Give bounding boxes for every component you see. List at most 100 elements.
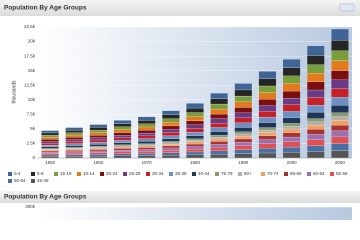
bar-segment bbox=[113, 120, 132, 124]
bar-segment bbox=[89, 147, 108, 149]
legend-label: 30-34 bbox=[152, 171, 164, 176]
legend-label: 75-79 bbox=[221, 171, 233, 176]
bar-segment bbox=[331, 143, 349, 151]
bar-segment bbox=[137, 153, 156, 156]
bar-segment bbox=[89, 137, 108, 141]
bar-segment bbox=[65, 143, 84, 146]
bar-segment bbox=[306, 125, 325, 130]
bar-segment bbox=[162, 144, 180, 147]
legend-swatch bbox=[31, 172, 35, 176]
bar-segment bbox=[162, 145, 180, 149]
bar-segment bbox=[306, 151, 325, 159]
bar-segment bbox=[258, 135, 277, 140]
bar-segment bbox=[162, 138, 180, 142]
bar-segment bbox=[113, 148, 132, 151]
panel-header bbox=[0, 191, 360, 203]
bar-segment bbox=[210, 154, 228, 159]
bar-segment bbox=[65, 150, 84, 152]
bar-segment bbox=[331, 60, 349, 71]
bar-segment bbox=[186, 116, 204, 122]
bar-segment bbox=[210, 150, 228, 155]
bar-segment bbox=[41, 139, 59, 142]
bar-segment bbox=[210, 135, 228, 138]
bar-segment bbox=[137, 151, 156, 154]
panel-header bbox=[0, 0, 360, 16]
bar-segment bbox=[306, 121, 325, 126]
bar-segment bbox=[234, 95, 253, 102]
legend-label: 10-14 bbox=[83, 171, 95, 176]
bar-segment bbox=[331, 125, 349, 131]
bar-segment bbox=[137, 123, 156, 128]
bar-segment bbox=[210, 103, 228, 110]
y-tick-label: 5k bbox=[30, 126, 36, 131]
bar-segment bbox=[331, 136, 349, 144]
bar-segment bbox=[113, 140, 132, 143]
bar-segment bbox=[65, 147, 84, 149]
menu-button[interactable] bbox=[339, 3, 355, 12]
bar-segment bbox=[113, 137, 132, 141]
bar-segment bbox=[210, 144, 228, 148]
bar-segment bbox=[41, 146, 59, 149]
bar-segment bbox=[306, 105, 325, 113]
bar-segment bbox=[89, 142, 108, 145]
bar-segment bbox=[210, 147, 228, 151]
bar-segment bbox=[65, 141, 84, 144]
bar-segment bbox=[331, 112, 349, 117]
bar-segment bbox=[65, 148, 84, 151]
bar-segment bbox=[162, 114, 180, 119]
bar-segment bbox=[113, 123, 132, 127]
bar-segment bbox=[41, 148, 59, 150]
bar-segment bbox=[282, 128, 301, 133]
bar-segment bbox=[137, 120, 156, 124]
x-tick-label: 1980 bbox=[190, 160, 201, 165]
bar-segment bbox=[282, 83, 301, 92]
bar-segment bbox=[331, 97, 349, 106]
bar-segment bbox=[306, 112, 325, 119]
bar-segment bbox=[162, 122, 180, 127]
y-axis-label: thousands bbox=[11, 80, 17, 104]
bar-segment bbox=[41, 135, 59, 138]
bar-segment bbox=[137, 126, 156, 131]
chart-title: Population By Age Groups bbox=[4, 194, 87, 201]
bar-segment bbox=[210, 113, 228, 119]
bar-segment bbox=[186, 146, 204, 150]
bar-segment bbox=[186, 151, 204, 155]
bar-segment bbox=[41, 132, 59, 136]
bar-segment bbox=[258, 71, 277, 79]
bar-segment bbox=[234, 122, 253, 128]
bar-segment bbox=[65, 134, 84, 138]
x-tick-label: 2000 bbox=[335, 160, 346, 165]
bar-segment bbox=[258, 99, 277, 106]
bar-segment bbox=[41, 149, 59, 151]
bar-segment bbox=[234, 89, 253, 97]
bar-segment bbox=[258, 105, 277, 112]
legend-label: 40-44 bbox=[198, 171, 210, 176]
legend-swatch bbox=[123, 172, 127, 176]
bar-segment bbox=[113, 126, 132, 130]
bar-segment bbox=[186, 120, 204, 125]
bar-segment bbox=[113, 151, 132, 154]
legend-swatch bbox=[330, 172, 334, 176]
bar-segment bbox=[331, 79, 349, 89]
bar-segment bbox=[331, 70, 349, 80]
bar-segment bbox=[137, 143, 156, 145]
bar-segment bbox=[234, 107, 253, 113]
bar-segment bbox=[282, 152, 301, 159]
legend-label: 70-74 bbox=[267, 171, 279, 176]
bar-segment bbox=[41, 130, 59, 134]
bar-segment bbox=[89, 124, 108, 128]
bar-segment bbox=[210, 136, 228, 140]
legend-swatch bbox=[8, 172, 12, 176]
bar-segment bbox=[162, 132, 180, 136]
bar-segment bbox=[162, 152, 180, 156]
bar-segment bbox=[162, 141, 180, 143]
bar-segment bbox=[41, 143, 59, 146]
bar-segment bbox=[89, 146, 108, 148]
bar-segment bbox=[65, 156, 84, 159]
bar-segment bbox=[137, 149, 156, 152]
bar-segment bbox=[210, 141, 228, 145]
bar-segment bbox=[258, 139, 277, 144]
bar-segment bbox=[41, 141, 59, 144]
bar-segment bbox=[113, 153, 132, 156]
bar-segment bbox=[113, 142, 132, 145]
